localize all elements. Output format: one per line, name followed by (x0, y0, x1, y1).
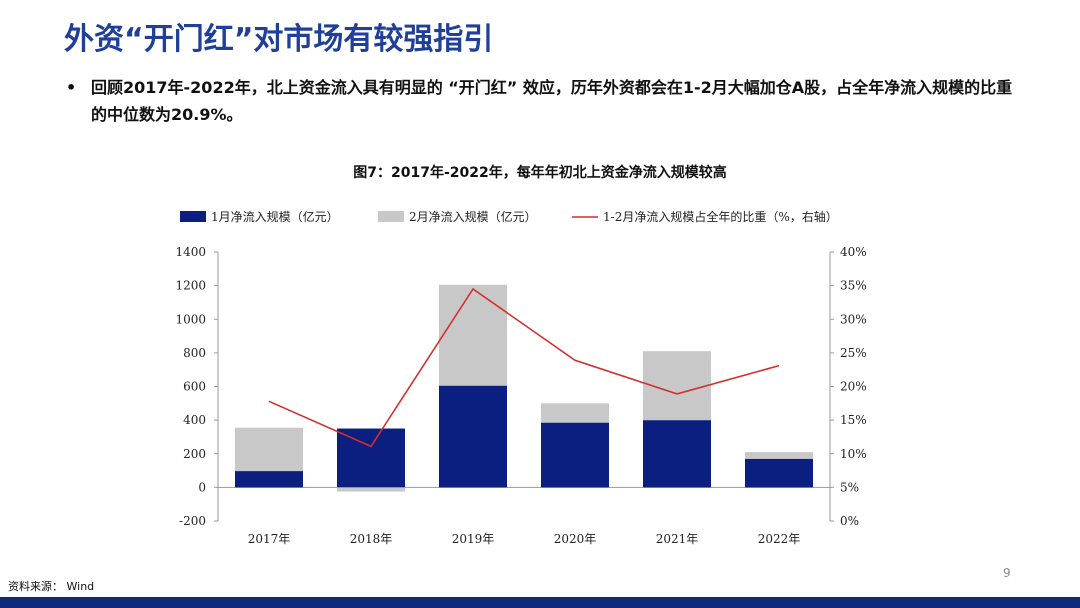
bar-jan-5 (745, 458, 813, 488)
bar-feb-5 (745, 452, 813, 459)
legend-swatch-jan (180, 211, 206, 222)
legend-swatch-feb (378, 211, 404, 222)
bar-feb-1 (337, 487, 405, 492)
y-left-tick-label: 200 (183, 447, 206, 461)
x-tick-label: 2017年 (248, 532, 291, 546)
bar-feb-3 (541, 403, 609, 423)
legend-label-ratio: 1-2月净流入规模占全年的比重（%，右轴） (603, 209, 838, 224)
y-right-tick-label: 5% (840, 480, 859, 494)
y-left-tick-label: 800 (183, 346, 206, 360)
y-right-tick-label: 30% (840, 312, 867, 326)
footer-bar (0, 597, 1080, 608)
source-note: 资料来源： Wind (8, 578, 94, 594)
x-tick-label: 2022年 (758, 532, 801, 546)
legend-label-jan: 1月净流入规模（亿元） (211, 209, 339, 224)
y-left-tick-label: 1400 (175, 245, 206, 259)
bar-jan-0 (235, 471, 303, 488)
y-left-tick-label: 600 (183, 380, 206, 394)
bullet-marker: • (66, 78, 77, 97)
x-tick-label: 2020年 (554, 532, 597, 546)
bar-jan-2 (439, 385, 507, 488)
y-left-tick-label: 1000 (175, 312, 206, 326)
source-label: 资料来源： (8, 580, 63, 593)
bar-jan-4 (643, 420, 711, 488)
source-value: Wind (66, 580, 95, 593)
y-right-tick-label: 10% (840, 447, 867, 461)
legend-label-feb: 2月净流入规模（亿元） (409, 209, 537, 224)
x-tick-label: 2021年 (656, 532, 699, 546)
bar-feb-2 (439, 284, 507, 386)
x-tick-label: 2019年 (452, 532, 495, 546)
x-tick-label: 2018年 (350, 532, 393, 546)
bar-jan-1 (337, 428, 405, 488)
y-left-tick-label: 400 (183, 413, 206, 427)
y-right-tick-label: 40% (840, 245, 867, 259)
y-right-tick-label: 15% (840, 413, 867, 427)
y-right-tick-label: 25% (840, 346, 867, 360)
summary-text: 回顾2017年-2022年，北上资金流入具有明显的 “开门红” 效应，历年外资都… (91, 78, 1013, 124)
y-left-tick-label: 1200 (175, 279, 206, 293)
summary-bullet: • 回顾2017年-2022年，北上资金流入具有明显的 “开门红” 效应，历年外… (66, 74, 1026, 128)
y-left-tick-label: -200 (179, 514, 206, 528)
y-left-tick-label: 0 (198, 480, 206, 494)
bar-feb-0 (235, 427, 303, 472)
y-right-tick-label: 20% (840, 380, 867, 394)
slide-title: 外资“开门红”对市场有较强指引 (64, 22, 494, 57)
figure-title: 图7：2017年-2022年，每年年初北上资金净流入规模较高 (353, 165, 727, 181)
page-number: 9 (1003, 566, 1011, 580)
y-right-tick-label: 35% (840, 279, 867, 293)
y-right-tick-label: 0% (840, 514, 859, 528)
ratio-line (268, 287, 780, 448)
bar-jan-3 (541, 422, 609, 488)
